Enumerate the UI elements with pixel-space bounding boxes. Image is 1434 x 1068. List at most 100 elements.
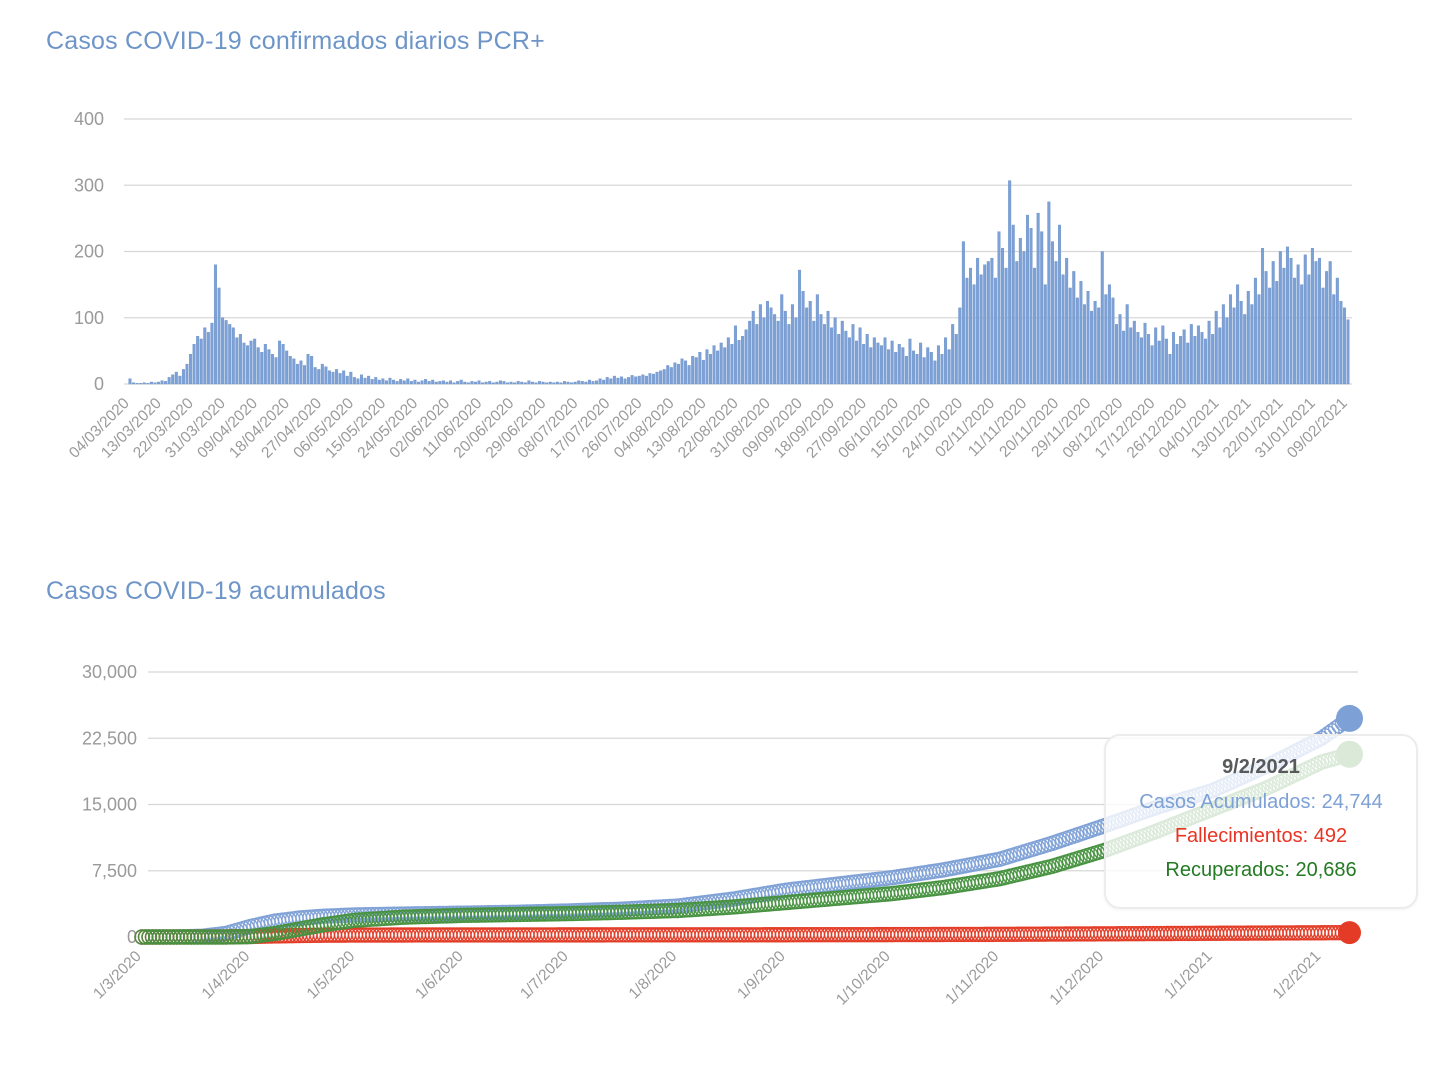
daily-cases-bar[interactable] bbox=[609, 378, 613, 385]
daily-cases-bar[interactable] bbox=[855, 340, 859, 385]
daily-cases-bar[interactable] bbox=[1171, 332, 1175, 385]
daily-cases-bar[interactable] bbox=[819, 314, 823, 385]
daily-cases-bar[interactable] bbox=[666, 365, 670, 385]
daily-cases-bar[interactable] bbox=[491, 382, 495, 385]
daily-cases-bar[interactable] bbox=[958, 307, 962, 385]
daily-cases-bar[interactable] bbox=[755, 324, 759, 385]
daily-cases-bar[interactable] bbox=[1318, 257, 1322, 385]
daily-cases-bar[interactable] bbox=[662, 369, 666, 385]
daily-cases-bar[interactable] bbox=[847, 337, 851, 385]
daily-cases-bar[interactable] bbox=[559, 382, 563, 385]
daily-cases-bar[interactable] bbox=[242, 342, 246, 385]
daily-cases-bar[interactable] bbox=[1157, 340, 1161, 385]
daily-cases-bar[interactable] bbox=[473, 381, 477, 385]
daily-cases-bar[interactable] bbox=[1310, 247, 1314, 385]
daily-cases-bar[interactable] bbox=[213, 264, 217, 385]
daily-cases-bar[interactable] bbox=[217, 287, 221, 385]
daily-cases-bar[interactable] bbox=[648, 373, 652, 385]
daily-cases-bar[interactable] bbox=[865, 334, 869, 385]
daily-cases-bar[interactable] bbox=[1325, 271, 1329, 385]
daily-cases-bar[interactable] bbox=[342, 370, 346, 385]
daily-cases-bar[interactable] bbox=[919, 342, 923, 385]
daily-cases-bar[interactable] bbox=[1072, 271, 1076, 385]
daily-cases-bar[interactable] bbox=[1065, 257, 1069, 385]
daily-cases-bar[interactable] bbox=[534, 382, 538, 385]
daily-cases-bar[interactable] bbox=[196, 336, 200, 385]
daily-cases-bar[interactable] bbox=[1043, 284, 1047, 385]
daily-cases-bar[interactable] bbox=[1328, 261, 1332, 385]
daily-cases-bar[interactable] bbox=[452, 382, 456, 385]
daily-cases-bar[interactable] bbox=[416, 381, 420, 385]
daily-cases-bar[interactable] bbox=[1164, 338, 1168, 385]
daily-cases-bar[interactable] bbox=[965, 277, 969, 385]
daily-cases-bar[interactable] bbox=[484, 381, 488, 385]
daily-cases-bar[interactable] bbox=[1082, 304, 1086, 385]
daily-cases-bar[interactable] bbox=[1107, 284, 1111, 385]
daily-cases-bar[interactable] bbox=[288, 355, 292, 385]
daily-cases-bar[interactable] bbox=[1001, 247, 1005, 385]
daily-cases-bar[interactable] bbox=[872, 337, 876, 385]
daily-cases-bar[interactable] bbox=[798, 269, 802, 385]
daily-cases-bar[interactable] bbox=[320, 363, 324, 385]
daily-cases-bar[interactable] bbox=[887, 349, 891, 385]
daily-cases-bar[interactable] bbox=[1332, 294, 1336, 385]
daily-cases-bar[interactable] bbox=[1200, 332, 1204, 385]
daily-cases-bar[interactable] bbox=[947, 349, 951, 385]
daily-cases-bar[interactable] bbox=[345, 375, 349, 385]
daily-cases-bar[interactable] bbox=[1122, 330, 1126, 385]
daily-cases-bar[interactable] bbox=[862, 344, 866, 385]
daily-cases-bar[interactable] bbox=[680, 358, 684, 385]
daily-cases-bar[interactable] bbox=[402, 380, 406, 385]
daily-cases-bar[interactable] bbox=[1015, 261, 1019, 385]
daily-cases-bar[interactable] bbox=[986, 261, 990, 385]
daily-cases-bar[interactable] bbox=[374, 377, 378, 385]
daily-cases-bar[interactable] bbox=[502, 381, 506, 385]
daily-cases-bar[interactable] bbox=[1132, 320, 1136, 385]
daily-cases-bar[interactable] bbox=[1303, 254, 1307, 385]
daily-cases-bar[interactable] bbox=[278, 340, 282, 385]
daily-cases-bar[interactable] bbox=[463, 381, 467, 385]
daily-cases-bar[interactable] bbox=[908, 338, 912, 385]
daily-cases-bar[interactable] bbox=[1111, 297, 1115, 385]
daily-cases-bar[interactable] bbox=[983, 264, 987, 385]
daily-cases-bar[interactable] bbox=[993, 277, 997, 385]
daily-cases-bar[interactable] bbox=[1175, 344, 1179, 385]
daily-cases-bar[interactable] bbox=[762, 317, 766, 385]
daily-cases-bar[interactable] bbox=[1086, 291, 1090, 385]
daily-cases-bar[interactable] bbox=[577, 380, 581, 385]
daily-cases-bar[interactable] bbox=[737, 340, 741, 385]
daily-cases-bar[interactable] bbox=[1207, 320, 1211, 385]
daily-cases-bar[interactable] bbox=[652, 373, 656, 385]
daily-cases-bar[interactable] bbox=[1090, 310, 1094, 385]
daily-cases-bar[interactable] bbox=[794, 317, 798, 385]
daily-cases-bar[interactable] bbox=[352, 377, 356, 385]
daily-cases-bar[interactable] bbox=[1182, 329, 1186, 385]
daily-cases-bar[interactable] bbox=[1278, 251, 1282, 385]
daily-cases-bar[interactable] bbox=[936, 345, 940, 385]
daily-cases-bar[interactable] bbox=[1061, 274, 1065, 385]
daily-cases-bar[interactable] bbox=[812, 320, 816, 385]
daily-cases-bar[interactable] bbox=[292, 358, 296, 385]
daily-cases-bar[interactable] bbox=[1296, 264, 1300, 385]
daily-cases-bar[interactable] bbox=[1300, 284, 1304, 385]
daily-cases-bar[interactable] bbox=[523, 382, 527, 385]
daily-cases-bar[interactable] bbox=[1289, 257, 1293, 385]
daily-cases-bar[interactable] bbox=[1029, 228, 1033, 385]
daily-cases-bar[interactable] bbox=[363, 377, 367, 385]
daily-cases-bar[interactable] bbox=[181, 369, 185, 385]
daily-cases-bar[interactable] bbox=[712, 345, 716, 385]
daily-cases-bar[interactable] bbox=[840, 320, 844, 385]
daily-cases-bar[interactable] bbox=[741, 336, 745, 385]
daily-cases-bar[interactable] bbox=[723, 347, 727, 385]
daily-cases-bar[interactable] bbox=[306, 353, 310, 385]
daily-cases-bar[interactable] bbox=[566, 381, 570, 385]
daily-cases-bar[interactable] bbox=[780, 294, 784, 385]
daily-cases-bar[interactable] bbox=[149, 381, 153, 385]
daily-cases-bar[interactable] bbox=[976, 257, 980, 385]
daily-cases-bar[interactable] bbox=[513, 382, 517, 385]
daily-cases-bar[interactable] bbox=[623, 378, 627, 385]
daily-cases-bar[interactable] bbox=[1100, 251, 1104, 385]
daily-cases-bar[interactable] bbox=[541, 381, 545, 385]
daily-cases-bar[interactable] bbox=[790, 304, 794, 385]
daily-cases-bar[interactable] bbox=[837, 334, 841, 385]
